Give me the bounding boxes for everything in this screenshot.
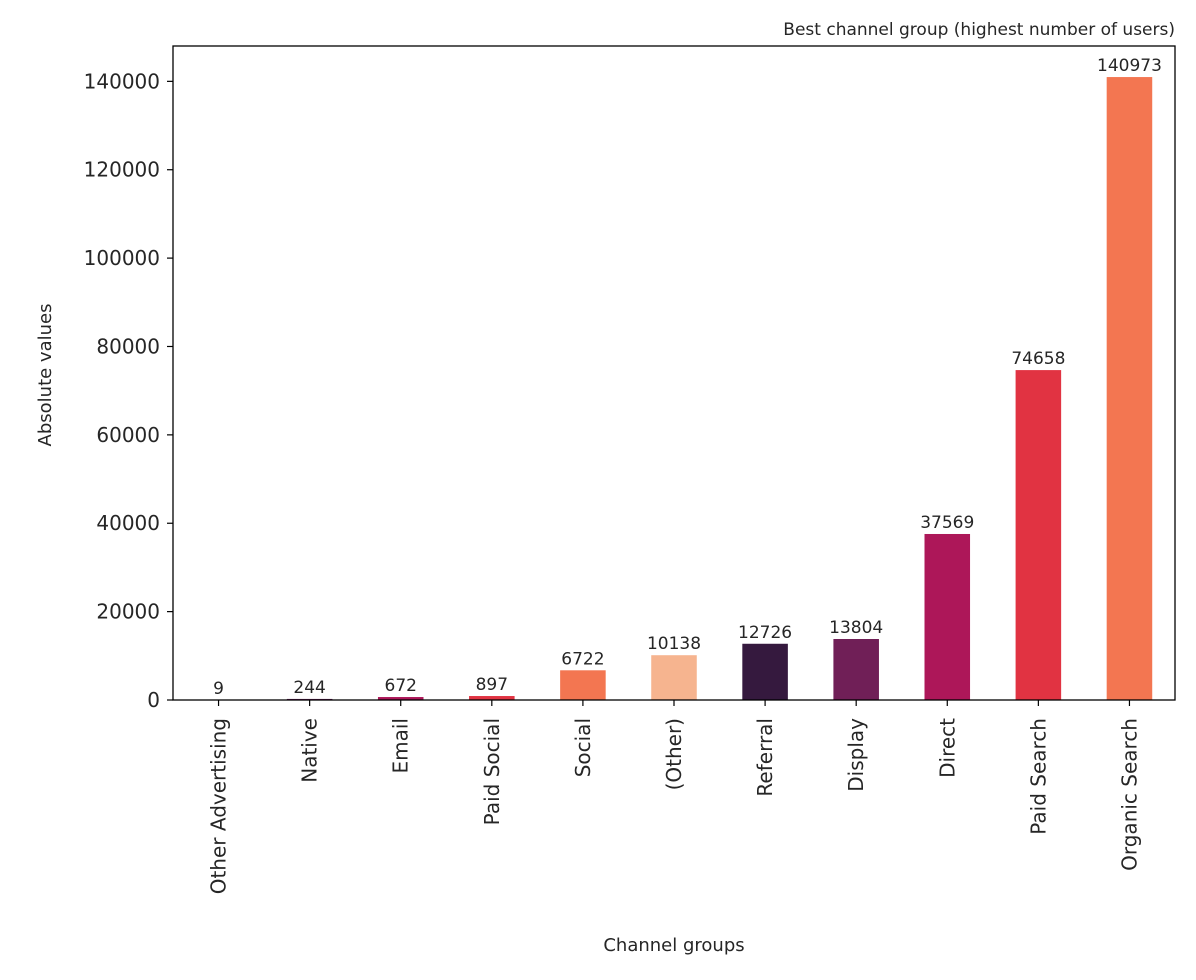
x-axis-title: Channel groups (603, 935, 744, 956)
x-tick-label: Referral (753, 718, 777, 797)
bar-social (560, 670, 606, 700)
x-tick-label: Organic Search (1117, 718, 1141, 871)
bar-value-label: 6722 (561, 649, 604, 669)
bar-organic-search (1107, 77, 1153, 700)
bar-value-label: 13804 (829, 618, 883, 638)
bar-value-label: 12726 (738, 623, 792, 643)
bar-other (651, 655, 697, 700)
bars-layer (196, 77, 1152, 700)
bar-paid-search (1016, 370, 1062, 700)
x-tick-label: Paid Search (1026, 718, 1050, 835)
x-tick-label: Email (389, 718, 413, 774)
y-axis-title: Absolute values (35, 304, 56, 447)
bar-value-label: 37569 (920, 513, 974, 533)
y-tick-label: 60000 (96, 423, 160, 447)
x-tick-label: Display (844, 718, 868, 792)
x-tick-label: Social (571, 718, 595, 777)
y-axis: 0 20000 40000 60000 80000 100000 120000 140000 (84, 69, 173, 712)
y-tick-label: 80000 (96, 334, 160, 358)
y-tick-label: 140000 (84, 69, 160, 93)
bar-referral (742, 644, 788, 700)
bar-direct (925, 534, 971, 700)
bar-display (833, 639, 879, 700)
y-tick-label: 40000 (96, 511, 160, 535)
x-tick-label: Paid Social (480, 718, 504, 825)
bar-value-label: 897 (476, 675, 508, 695)
bar-value-label: 244 (293, 678, 325, 698)
y-tick-label: 0 (147, 688, 160, 712)
bar-value-label: 10138 (647, 634, 701, 654)
y-tick-label: 120000 (84, 158, 160, 182)
bar-value-label: 672 (385, 676, 417, 696)
bar-value-label: 140973 (1097, 56, 1162, 76)
x-tick-label: (Other) (662, 718, 686, 790)
x-axis: Other Advertising Native Email Paid Social S… (207, 700, 1142, 894)
bar-value-label: 9 (213, 679, 224, 699)
bar-value-label: 74658 (1011, 349, 1065, 369)
y-tick-label: 100000 (84, 246, 160, 270)
x-tick-label: Other Advertising (207, 718, 231, 894)
chart-title: Best channel group (highest number of us… (783, 20, 1175, 40)
x-tick-label: Native (298, 718, 322, 783)
y-tick-label: 20000 (96, 600, 160, 624)
x-tick-label: Direct (935, 718, 959, 778)
